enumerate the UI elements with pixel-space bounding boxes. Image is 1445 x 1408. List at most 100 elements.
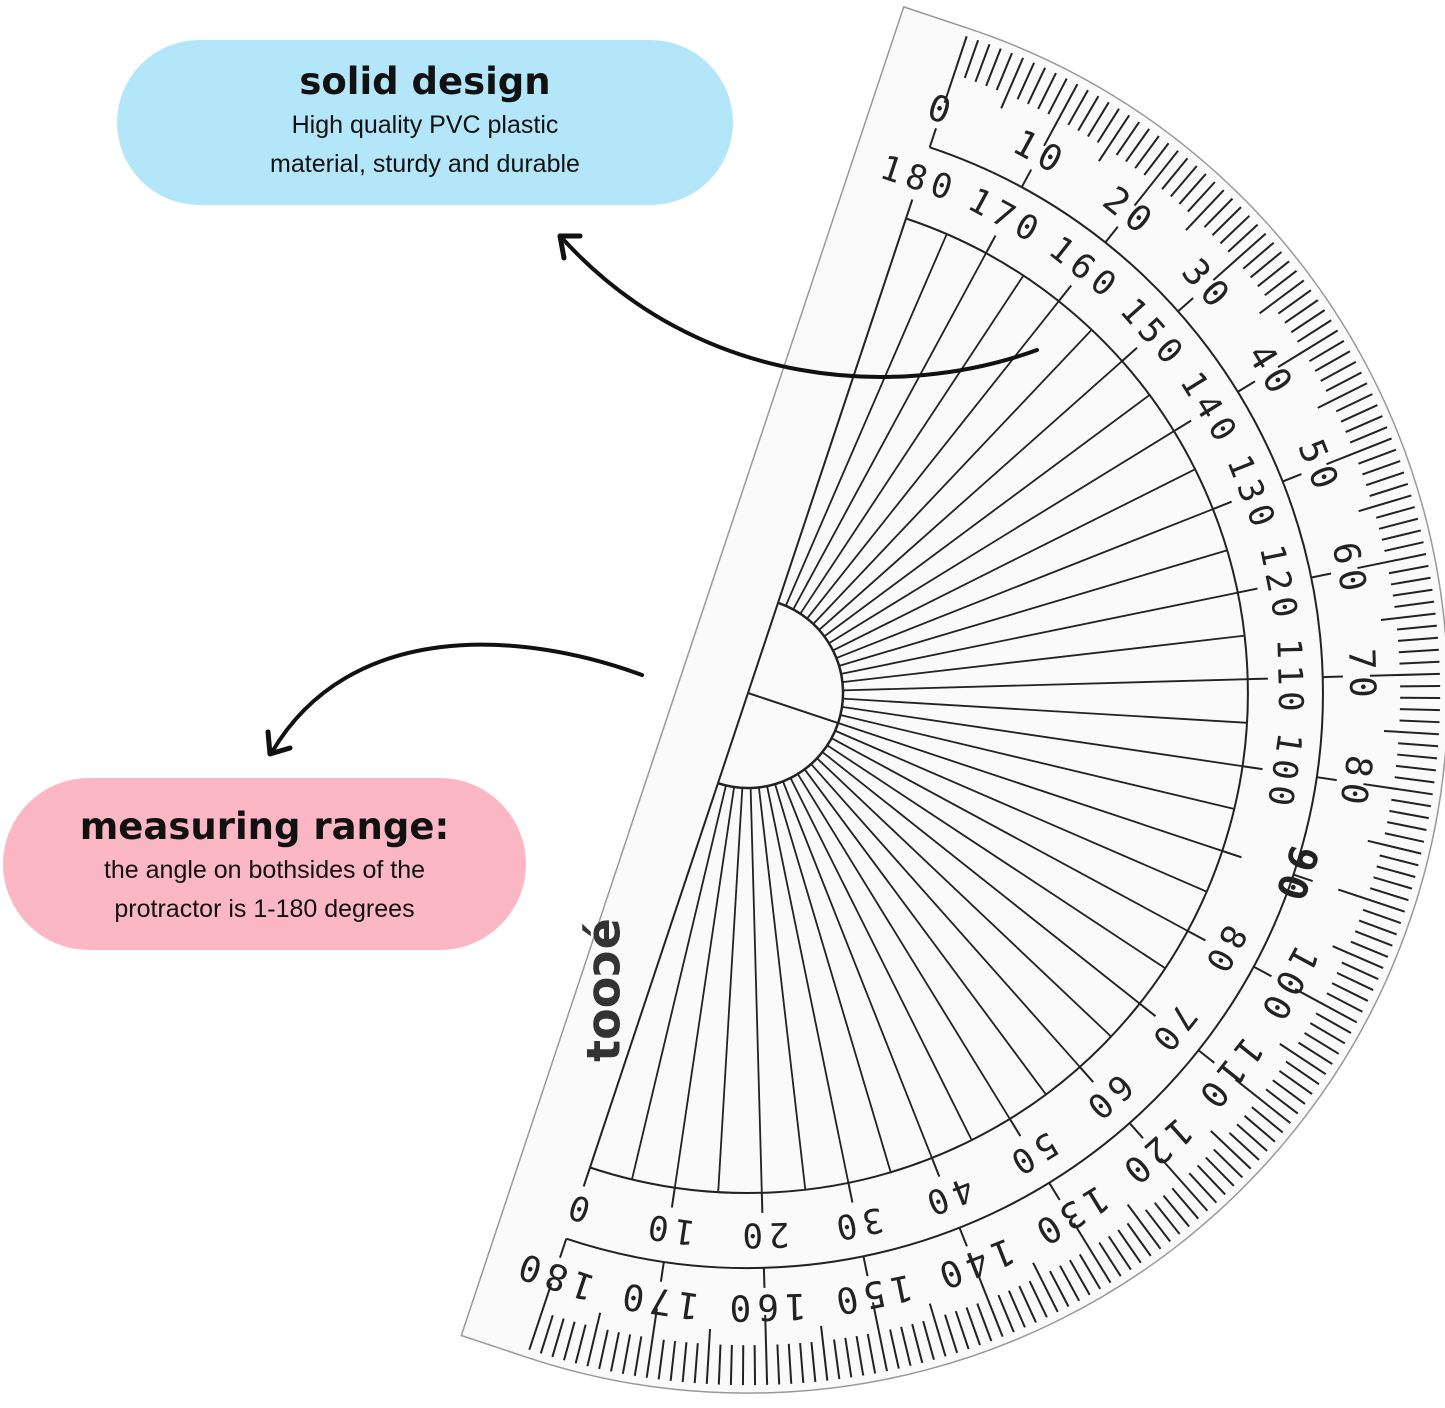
degree-tick — [693, 1343, 699, 1384]
inner-scale-label: 10 — [640, 1205, 698, 1252]
radial-line — [842, 697, 1248, 724]
degree-tick — [1285, 1060, 1320, 1086]
scale-tick — [1282, 473, 1302, 483]
scale-tick — [1322, 675, 1343, 679]
radial-line — [806, 300, 1060, 620]
degree-tick — [1188, 1172, 1218, 1204]
degree-tick — [1170, 165, 1198, 198]
radial-line — [832, 468, 1196, 652]
degree-tick — [1219, 215, 1251, 245]
degree-tick — [1171, 1187, 1200, 1220]
scale-tick — [760, 1192, 764, 1213]
degree-tick — [1376, 865, 1416, 878]
degree-tick — [1279, 1043, 1327, 1076]
degree-tick — [1153, 1202, 1181, 1235]
degree-tick — [1212, 232, 1267, 281]
degree-tick — [963, 39, 980, 79]
degree-tick — [1144, 1209, 1171, 1243]
radial-line — [803, 768, 1047, 1096]
degree-tick — [1373, 876, 1413, 890]
degree-tick — [1107, 1235, 1132, 1271]
degree-tick — [1358, 919, 1398, 936]
degree-tick — [1399, 708, 1440, 712]
degree-tick — [1196, 1164, 1226, 1196]
degree-tick — [1341, 961, 1379, 981]
degree-tick — [1389, 809, 1429, 820]
degree-tick — [645, 1308, 658, 1378]
degree-tick — [1365, 471, 1405, 487]
degree-tick — [1257, 260, 1290, 288]
degree-tick — [1134, 135, 1160, 169]
degree-tick — [1395, 764, 1436, 772]
scale-tick — [1316, 776, 1337, 782]
degree-tick — [1387, 821, 1427, 831]
radial-line — [831, 737, 1189, 932]
degree-tick — [1384, 541, 1424, 552]
degree-tick — [1026, 67, 1046, 105]
degree-tick — [1125, 128, 1150, 163]
inner-scale-label: 20 — [736, 1214, 790, 1255]
degree-tick — [1126, 1222, 1152, 1257]
outer-scale-label: 80 — [1331, 752, 1380, 813]
scale-tick — [1128, 1122, 1144, 1139]
radial-line — [757, 787, 807, 1190]
scale-tick — [582, 1167, 591, 1187]
degree-tick — [1325, 371, 1362, 392]
degree-tick — [1264, 270, 1298, 297]
degree-tick — [1126, 1204, 1162, 1250]
degree-tick — [965, 1307, 981, 1346]
arrow-to-solid-design — [560, 236, 1039, 379]
degree-tick — [820, 1325, 829, 1381]
radial-line — [810, 763, 1081, 1068]
scale-tick — [928, 128, 937, 148]
scale-tick — [1237, 587, 1258, 594]
degree-tick — [1394, 600, 1435, 608]
degree-tick — [1043, 83, 1079, 147]
radial-line — [836, 508, 1214, 659]
degree-tick — [922, 1320, 935, 1360]
degree-tick — [1000, 57, 1024, 109]
scale-tick — [1173, 419, 1192, 432]
degree-tick — [974, 43, 991, 83]
callout-solid-design: solid design High quality PVC plastic ma… — [117, 40, 733, 205]
degree-tick — [528, 1282, 553, 1351]
scale-tick — [1048, 1182, 1061, 1201]
degree-tick — [1087, 101, 1110, 137]
degree-tick — [1345, 415, 1383, 434]
degree-tick — [681, 1342, 688, 1383]
degree-tick — [855, 1335, 865, 1376]
degree-tick — [1047, 78, 1068, 115]
degree-tick — [1277, 329, 1339, 369]
radial-line — [841, 706, 1243, 768]
scale-tick — [1293, 873, 1313, 882]
degree-tick — [1363, 783, 1433, 796]
degree-tick — [1381, 529, 1422, 541]
degree-tick — [1078, 1253, 1102, 1290]
degree-tick — [1069, 1259, 1091, 1296]
degree-tick — [1277, 289, 1312, 315]
degree-tick — [1016, 62, 1036, 100]
scale-tick — [862, 1256, 869, 1277]
scale-tick — [659, 1261, 665, 1282]
degree-tick — [669, 1340, 677, 1381]
radial-line — [717, 787, 744, 1193]
degree-tick — [1331, 982, 1369, 1002]
degree-tick — [657, 1339, 665, 1380]
radial-line — [774, 783, 892, 1173]
callout-line: High quality PVC plastic — [291, 111, 559, 139]
degree-tick — [1336, 971, 1374, 991]
outer-scale-label: 160 — [723, 1285, 807, 1328]
radial-line — [796, 773, 1011, 1120]
degree-tick — [871, 1302, 888, 1372]
degree-tick — [1304, 1032, 1340, 1055]
degree-tick — [954, 1310, 970, 1350]
scale-tick — [1237, 380, 1256, 393]
degree-tick — [997, 1294, 1015, 1333]
scale-tick — [985, 235, 997, 254]
degree-tick — [928, 1303, 947, 1357]
radial-line — [789, 777, 973, 1141]
inner-scale-label: 110 — [1268, 638, 1310, 718]
degree-tick — [1178, 173, 1207, 205]
radial-line — [766, 785, 850, 1184]
degree-tick — [1354, 930, 1393, 947]
